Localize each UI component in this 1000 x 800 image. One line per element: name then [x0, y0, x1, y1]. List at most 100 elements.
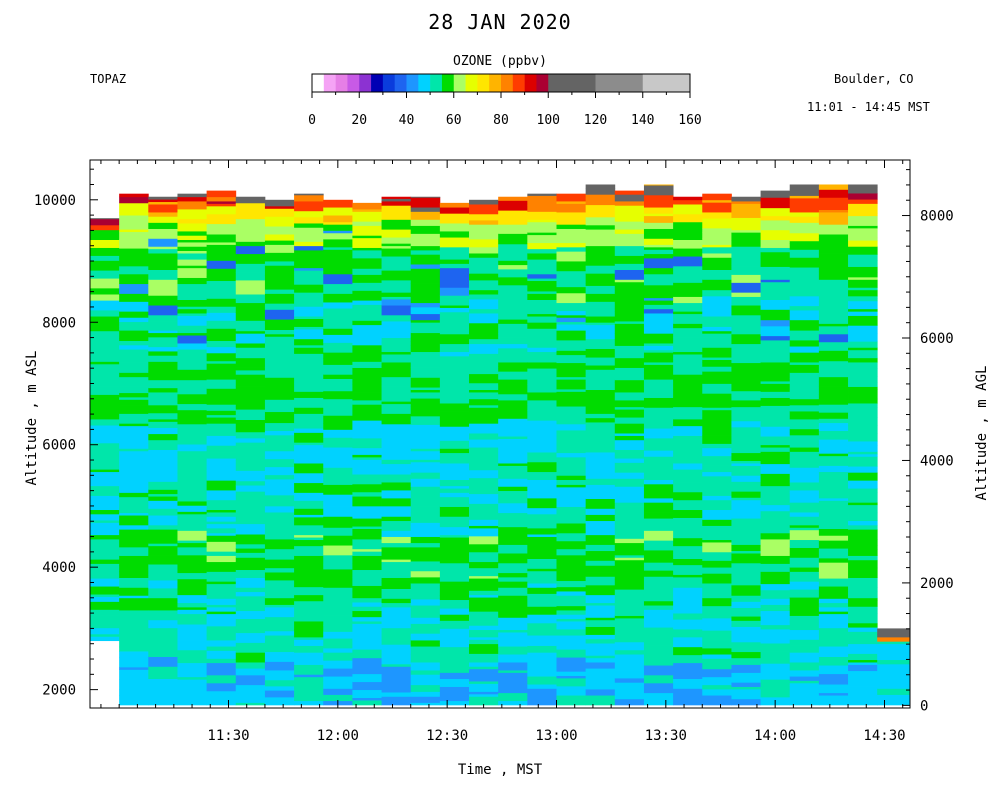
ozone-cell	[90, 425, 120, 434]
ozone-cell	[556, 621, 587, 630]
ozone-cell	[206, 414, 237, 418]
ozone-cell	[818, 418, 849, 424]
ozone-cell	[469, 590, 499, 596]
ozone-cell	[643, 598, 674, 602]
ozone-cell	[148, 533, 178, 544]
ozone-cell	[148, 346, 178, 352]
ozone-cell	[294, 537, 324, 541]
ozone-cell	[614, 472, 645, 479]
ozone-cell	[206, 213, 237, 225]
ozone-cell	[789, 571, 820, 582]
ozone-cell	[848, 315, 878, 326]
ozone-cell	[848, 276, 878, 280]
ozone-cell	[673, 445, 703, 454]
ozone-cell	[90, 627, 120, 635]
ozone-cell	[585, 422, 616, 429]
ozone-cell	[439, 526, 470, 536]
ozone-cell	[585, 472, 616, 479]
ozone-cell	[439, 415, 470, 419]
ozone-cell	[469, 378, 499, 384]
ozone-cell	[148, 392, 178, 397]
ozone-cell	[469, 527, 499, 537]
ozone-cell	[673, 204, 703, 215]
ozone-cell	[673, 423, 703, 427]
ozone-cell	[848, 488, 878, 493]
ozone-cell	[206, 388, 237, 399]
ozone-cell	[818, 586, 849, 590]
ozone-cell	[235, 253, 266, 264]
ozone-cell	[498, 362, 528, 367]
ozone-cell	[410, 536, 441, 544]
ozone-cell	[90, 442, 120, 448]
ozone-cell	[294, 216, 324, 224]
ozone-cell	[789, 516, 820, 522]
ozone-cell	[410, 553, 441, 562]
ozone-cell	[556, 340, 587, 347]
ozone-cell	[119, 488, 149, 493]
ozone-cell	[90, 461, 120, 470]
ozone-cell	[556, 251, 587, 262]
ozone-cell	[352, 616, 382, 622]
ozone-cell	[352, 518, 382, 527]
ozone-cell	[818, 269, 849, 280]
ozone-cell	[381, 366, 412, 375]
ozone-cell	[527, 420, 557, 429]
ozone-cell	[294, 250, 324, 261]
ozone-cell	[235, 370, 266, 375]
ozone-cell	[818, 643, 849, 647]
ozone-cell	[352, 539, 382, 550]
ozone-cell	[206, 640, 237, 647]
ozone-cell	[264, 587, 295, 599]
ozone-cell	[439, 516, 470, 525]
ozone-cell	[643, 417, 674, 425]
ozone-cell	[469, 433, 499, 440]
ozone-cell	[585, 560, 616, 564]
ozone-cell	[148, 199, 178, 203]
ozone-cell	[352, 697, 382, 701]
ozone-cell	[585, 572, 616, 577]
ozone-cell	[323, 660, 353, 669]
ozone-cell	[439, 400, 470, 404]
ozone-cell	[469, 332, 499, 340]
ozone-cell	[731, 256, 761, 265]
ozone-cell	[731, 575, 761, 586]
ozone-cell	[848, 403, 878, 408]
ozone-cell	[760, 366, 791, 370]
ozone-cell	[469, 253, 499, 258]
ozone-cell	[264, 505, 295, 513]
ozone-cell	[294, 629, 324, 638]
ozone-cell	[119, 242, 149, 249]
ozone-cell	[585, 369, 616, 376]
ozone-cell	[760, 368, 791, 376]
ozone-cell	[119, 669, 149, 680]
ozone-cell	[206, 276, 237, 282]
ozone-cell	[731, 196, 761, 202]
ozone-cell	[527, 471, 557, 481]
ozone-cell	[177, 501, 208, 506]
ozone-cell	[614, 595, 645, 602]
ozone-cell	[235, 587, 266, 593]
ozone-cell	[206, 250, 237, 261]
ozone-cell	[177, 530, 208, 541]
ozone-cell	[119, 224, 149, 230]
ozone-cell	[90, 351, 120, 362]
ozone-cell	[381, 201, 412, 206]
ozone-cell	[235, 437, 266, 443]
ozone-cell	[381, 198, 412, 202]
ozone-cell	[818, 479, 849, 485]
ozone-cell	[323, 382, 353, 392]
ozone-cell	[848, 298, 878, 302]
ozone-cell	[789, 204, 820, 213]
ozone-cell	[789, 271, 820, 282]
ozone-cell	[818, 267, 849, 270]
ozone-cell	[731, 402, 761, 408]
ozone-cell	[585, 311, 616, 317]
ozone-cell	[206, 280, 237, 289]
ozone-cell	[264, 501, 295, 507]
ozone-cell	[848, 613, 878, 624]
ozone-cell	[702, 525, 732, 536]
ozone-cell	[527, 649, 557, 653]
ozone-cell	[818, 238, 849, 242]
ozone-cell	[90, 636, 120, 642]
ozone-cell	[119, 577, 149, 588]
